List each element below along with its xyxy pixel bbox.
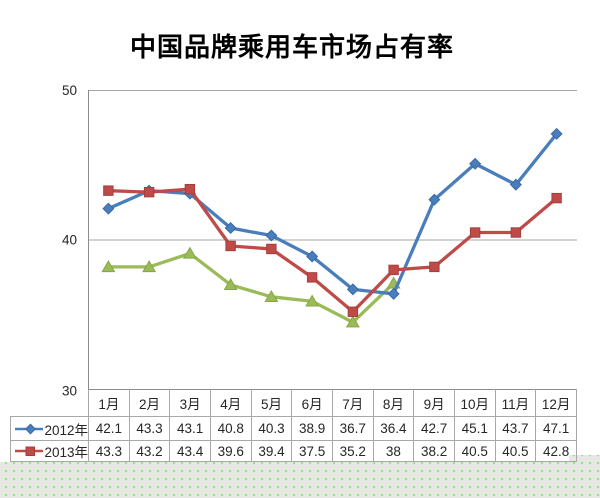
y-tick-label-50: 50 bbox=[62, 83, 77, 98]
value-cell-2012年-3月: 43.1 bbox=[169, 416, 211, 441]
value-cell-2012年-11月: 43.7 bbox=[494, 416, 537, 441]
table-row-2012年: 2012年 42.1 43.3 43.1 40.8 40.3 38.9 36.7 36.4 42.… bbox=[10, 416, 577, 441]
series-line-2012年 bbox=[106, 132, 559, 296]
value-cell-2012年-8月: 36.4 bbox=[372, 416, 415, 441]
legend-cell-2012年: 2012年 bbox=[10, 416, 89, 441]
month-header-row: 1月 2月 3月 4月 5月 6月 7月 8月 9月 10月 11月 12月 bbox=[11, 389, 577, 417]
marker-2012年-6月 bbox=[306, 250, 319, 263]
legend-key-2013年: 2013年 bbox=[14, 442, 88, 461]
marker-2013年-7月 bbox=[347, 306, 359, 317]
month-header-1月: 1月 bbox=[88, 389, 130, 417]
series-2012年 bbox=[102, 127, 563, 300]
marker-unlabeled-green-6月 bbox=[305, 294, 320, 307]
value-cell-2012年-1月: 42.1 bbox=[88, 416, 130, 441]
value-cell-2012年-10月: 45.1 bbox=[453, 416, 496, 441]
value-cell-2013年-11月: 40.5 bbox=[494, 440, 537, 462]
legend-cell-2013年: 2013年 bbox=[10, 440, 89, 462]
marker-unlabeled-green-5月 bbox=[264, 290, 279, 303]
month-header-2月: 2月 bbox=[128, 389, 171, 417]
value-cell-2013年-1月: 43.3 bbox=[88, 440, 130, 462]
value-cell-2012年-4月: 40.8 bbox=[209, 416, 252, 441]
value-cell-2013年-12月: 42.8 bbox=[535, 440, 577, 462]
value-cell-2013年-8月: 38 bbox=[372, 440, 415, 462]
series-label: 2012年 bbox=[44, 422, 88, 438]
value-cell-2013年-5月: 39.4 bbox=[250, 440, 293, 462]
series-line-2013年 bbox=[106, 187, 559, 314]
chart-data-table: 1月 2月 3月 4月 5月 6月 7月 8月 9月 10月 11月 12月 2012年 42.1 43.3… bbox=[10, 389, 577, 462]
series-unlabeled-green bbox=[101, 246, 401, 328]
series-2013年 bbox=[103, 183, 562, 317]
table-row-2013年: 2013年 43.3 43.2 43.4 39.6 39.4 37.5 35.2 38 38.2 4… bbox=[10, 440, 577, 462]
value-cell-2012年-2月: 43.3 bbox=[128, 416, 171, 441]
value-cell-2013年-4月: 39.6 bbox=[209, 440, 252, 462]
legend-diamond-icon bbox=[15, 422, 44, 435]
marker-2013年-4月 bbox=[225, 240, 236, 252]
value-cell-2013年-3月: 43.4 bbox=[169, 440, 211, 462]
marker-unlabeled-green-4月 bbox=[223, 278, 238, 291]
marker-2012年-7月 bbox=[346, 283, 359, 296]
marker-unlabeled-green-1月 bbox=[101, 260, 116, 273]
value-cell-2013年-10月: 40.5 bbox=[453, 440, 496, 462]
month-header-7月: 7月 bbox=[331, 389, 374, 417]
marker-unlabeled-green-3月 bbox=[182, 246, 197, 259]
legend-square-icon bbox=[15, 446, 44, 456]
marker-2012年-11月 bbox=[509, 178, 522, 191]
marker-2012年-9月 bbox=[428, 193, 441, 206]
marker-2012年-5月 bbox=[265, 229, 278, 242]
marker-2012年-4月 bbox=[224, 222, 237, 235]
marker-2013年-11月 bbox=[510, 227, 522, 238]
marker-2013年-9月 bbox=[429, 261, 440, 273]
y-tick-label-40: 40 bbox=[62, 233, 77, 248]
month-header-12月: 12月 bbox=[535, 389, 577, 417]
series-label: 2013年 bbox=[44, 445, 88, 460]
marker-2012年-1月 bbox=[102, 202, 115, 215]
marker-2013年-2月 bbox=[143, 186, 155, 198]
month-header-8月: 8月 bbox=[372, 389, 415, 417]
value-cell-2012年-12月: 47.1 bbox=[535, 416, 577, 441]
month-header-4月: 4月 bbox=[209, 389, 252, 417]
month-header-11月: 11月 bbox=[494, 389, 537, 417]
marker-2013年-12月 bbox=[551, 192, 562, 204]
value-cell-2012年-5月: 40.3 bbox=[250, 416, 293, 441]
value-cell-2013年-7月: 35.2 bbox=[331, 440, 374, 462]
month-header-5月: 5月 bbox=[250, 389, 293, 417]
month-header-10月: 10月 bbox=[453, 389, 496, 417]
value-cell-2013年-2月: 43.2 bbox=[128, 440, 171, 462]
month-header-9月: 9月 bbox=[413, 389, 455, 417]
value-cell-2012年-7月: 36.7 bbox=[331, 416, 374, 441]
value-cell-2013年-6月: 37.5 bbox=[291, 440, 333, 462]
marker-2013年-3月 bbox=[184, 183, 196, 195]
marker-2013年-1月 bbox=[103, 185, 114, 196]
value-cell-2012年-6月: 38.9 bbox=[291, 416, 333, 441]
y-tick-label-30: 30 bbox=[62, 384, 77, 399]
marker-unlabeled-green-7月 bbox=[345, 315, 360, 328]
table-corner-cell bbox=[11, 390, 89, 417]
marker-2013年-10月 bbox=[469, 227, 481, 238]
value-cell-2013年-9月: 38.2 bbox=[413, 440, 455, 462]
marker-2012年-8月 bbox=[387, 287, 400, 300]
marker-2013年-6月 bbox=[306, 272, 318, 283]
month-header-3月: 3月 bbox=[169, 389, 211, 417]
month-header-6月: 6月 bbox=[291, 389, 333, 417]
value-cell-2012年-9月: 42.7 bbox=[413, 416, 455, 441]
marker-2013年-8月 bbox=[388, 264, 399, 276]
marker-2012年-10月 bbox=[469, 157, 482, 170]
series-line-unlabeled-green bbox=[106, 251, 396, 324]
chart-title: 中国品牌乘用车市场占有率 bbox=[129, 33, 454, 62]
marker-2012年-12月 bbox=[550, 127, 563, 140]
marker-2013年-5月 bbox=[266, 243, 277, 255]
legend-key-2012年: 2012年 bbox=[14, 419, 88, 439]
marker-unlabeled-green-2月 bbox=[142, 260, 157, 273]
